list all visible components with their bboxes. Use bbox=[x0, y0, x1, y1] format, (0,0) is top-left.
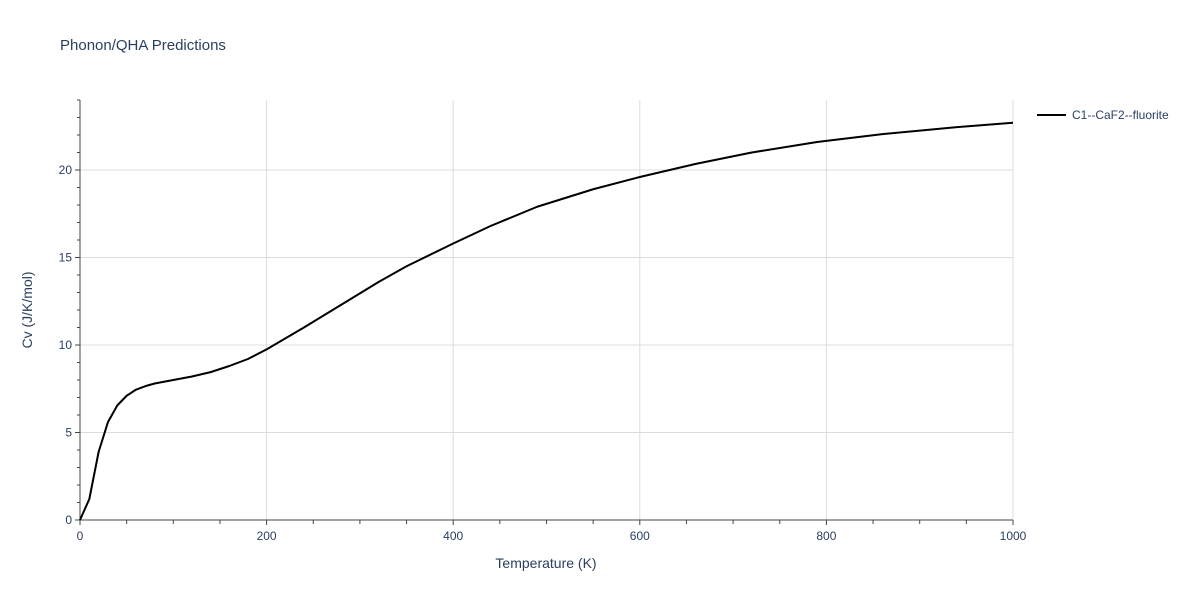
x-tick-label: 0 bbox=[77, 529, 84, 543]
x-axis-label: Temperature (K) bbox=[495, 555, 596, 571]
series-line-1 bbox=[79, 121, 1014, 521]
x-tick-label: 200 bbox=[257, 529, 277, 543]
grid-layer bbox=[80, 100, 1014, 520]
x-tick-label: 800 bbox=[816, 529, 836, 543]
y-tick-label: 0 bbox=[65, 513, 72, 527]
x-tick-label: 600 bbox=[630, 529, 650, 543]
legend[interactable]: C1--CaF2--fluorite bbox=[1037, 108, 1169, 122]
y-tick-label: 5 bbox=[65, 426, 72, 440]
y-axis-label: Cv (J/K/mol) bbox=[19, 272, 35, 349]
x-tick-label: 1000 bbox=[1000, 529, 1027, 543]
x-tick-label: 400 bbox=[443, 529, 463, 543]
y-tick-label: 15 bbox=[59, 251, 73, 265]
y-tick-label: 20 bbox=[59, 163, 73, 177]
legend-label[interactable]: C1--CaF2--fluorite bbox=[1072, 108, 1169, 122]
y-tick-label: 10 bbox=[59, 338, 73, 352]
chart-title: Phonon/QHA Predictions bbox=[60, 37, 226, 54]
series-layer bbox=[79, 121, 1014, 521]
axis-layer: 0 200 400 600 800 1000 0 5 10 15 20 bbox=[59, 99, 1027, 543]
